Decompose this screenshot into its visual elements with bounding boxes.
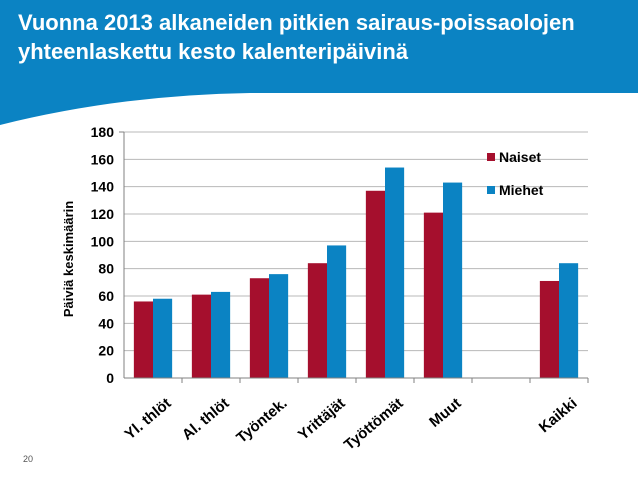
y-tick-label: 20 — [98, 343, 114, 359]
x-category-label: Muut — [426, 395, 464, 431]
legend-label-miehet: Miehet — [499, 182, 544, 198]
bar-miehet — [385, 167, 405, 378]
bar-miehet — [269, 274, 289, 378]
x-category-label: Yl. thlöt — [122, 395, 175, 443]
x-category-label: Al. thlöt — [179, 395, 233, 444]
y-tick-label: 80 — [98, 261, 114, 277]
bar-miehet — [327, 245, 347, 378]
x-category-label: Yrittäjät — [295, 395, 349, 444]
axes — [119, 131, 589, 383]
bar-naiset — [365, 190, 385, 378]
bar-naiset — [423, 212, 443, 378]
y-tick-labels: 0 20 40 60 80 100 120 140 160 180 — [91, 124, 115, 386]
y-tick-label: 100 — [91, 233, 115, 249]
bar-miehet — [559, 263, 579, 378]
banner-shape — [0, 0, 638, 93]
y-axis-title: Päiviä keskimäärin — [61, 201, 76, 317]
title-banner: Vuonna 2013 alkaneiden pitkien sairaus-p… — [0, 0, 638, 93]
legend-swatch-miehet — [487, 186, 495, 194]
bar-naiset — [539, 280, 559, 378]
y-tick-label: 120 — [91, 206, 115, 222]
bar-naiset — [249, 278, 269, 378]
bar-miehet — [443, 182, 463, 378]
bar-miehet — [153, 298, 173, 378]
bar-miehet — [211, 291, 231, 378]
y-tick-label: 140 — [91, 179, 115, 195]
banner-curve — [0, 93, 250, 125]
y-tick-label: 180 — [91, 124, 115, 140]
y-tick-label: 60 — [98, 288, 114, 304]
y-tick-label: 160 — [91, 151, 115, 167]
x-category-label: Työttömät — [341, 395, 407, 454]
slide-title: Vuonna 2013 alkaneiden pitkien sairaus-p… — [18, 10, 575, 64]
x-category-label: Työntek. — [233, 395, 290, 447]
legend: Naiset Miehet — [487, 149, 544, 198]
x-category-labels: Yl. thlöt Al. thlöt Työntek. YrittäjätTyött… — [122, 395, 581, 454]
bar-naiset — [191, 294, 211, 378]
bars — [133, 167, 579, 378]
legend-swatch-naiset — [487, 153, 495, 161]
y-tick-label: 0 — [106, 370, 114, 386]
bar-naiset — [133, 301, 153, 378]
legend-label-naiset: Naiset — [499, 149, 541, 165]
x-category-label: Kaikki — [536, 395, 581, 436]
y-tick-label: 40 — [98, 315, 114, 331]
page-number: 20 — [23, 454, 34, 464]
bar-naiset — [307, 263, 327, 378]
